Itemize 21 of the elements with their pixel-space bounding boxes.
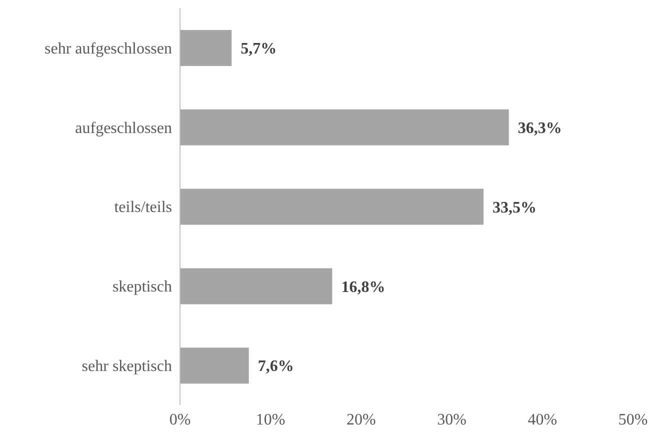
data-label: 7,6% <box>258 358 294 376</box>
bar <box>180 348 249 384</box>
x-tick-label: 20% <box>346 411 376 428</box>
y-tick-label: sehr skeptisch <box>82 358 172 375</box>
data-label: 5,7% <box>240 40 277 58</box>
bar <box>180 188 484 225</box>
bar <box>180 109 509 146</box>
y-tick-label: skeptisch <box>112 278 172 296</box>
data-label: 33,5% <box>492 199 537 216</box>
y-tick-label: teils/teils <box>114 199 172 216</box>
x-tick-label: 30% <box>437 411 466 428</box>
x-tick-label: 40% <box>528 411 558 428</box>
bar <box>180 268 332 304</box>
x-tick-label: 50% <box>618 411 648 428</box>
x-tick-label: 0% <box>169 411 191 428</box>
x-tick-label: 10% <box>256 411 286 428</box>
data-label: 16,8% <box>341 278 386 296</box>
data-label: 36,3% <box>518 120 562 137</box>
bar <box>180 30 232 66</box>
y-tick-label: aufgeschlossen <box>75 120 172 137</box>
y-tick-label: sehr aufgeschlossen <box>44 40 172 58</box>
